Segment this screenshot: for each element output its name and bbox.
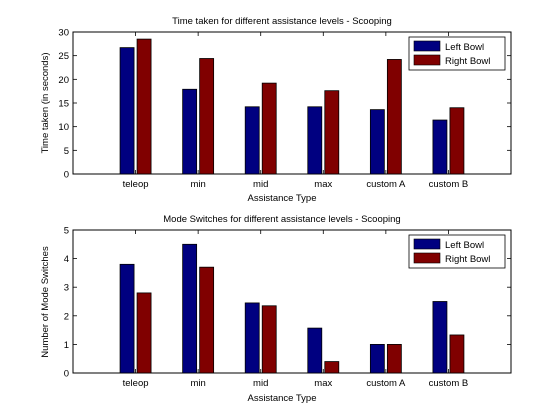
x-tick-label: max (314, 378, 332, 389)
bar-left-bowl-custom-a (369, 109, 385, 175)
y-axis-label: Number of Mode Switches (40, 246, 51, 358)
x-tick-label: teleop (123, 378, 149, 389)
bar-left-bowl-teleop (119, 263, 135, 374)
x-axis-label: Assistance Type (247, 193, 316, 204)
legend-label-left-bowl: Left Bowl (445, 42, 484, 53)
bar-right-bowl-custom-b (449, 334, 465, 374)
y-tick-label: 10 (58, 122, 69, 133)
bar-left-bowl-min (182, 88, 198, 175)
legend-swatch-right-bowl (413, 54, 441, 66)
bar-left-bowl-teleop (119, 47, 135, 175)
bar-left-bowl-custom-b (432, 119, 448, 175)
y-tick-label: 25 (58, 51, 69, 62)
y-tick-label: 20 (58, 75, 69, 86)
x-tick-label: min (190, 179, 205, 190)
legend-swatch-left-bowl (413, 40, 441, 52)
bar-right-bowl-custom-b (449, 107, 465, 175)
x-tick-label: max (314, 179, 332, 190)
bar-right-bowl-min (199, 266, 215, 374)
y-tick-label: 0 (64, 170, 69, 181)
bar-right-bowl-max (324, 361, 340, 374)
legend-swatch-right-bowl (413, 252, 441, 264)
legend-label-right-bowl: Right Bowl (445, 56, 490, 67)
y-tick-label: 4 (64, 254, 69, 265)
bar-left-bowl-max (307, 106, 323, 175)
x-tick-label: min (190, 378, 205, 389)
bar-right-bowl-teleop (136, 38, 152, 175)
x-tick-label: custom B (429, 179, 469, 190)
x-tick-label: custom A (366, 378, 406, 389)
x-tick-label: mid (253, 378, 268, 389)
x-tick-label: mid (253, 179, 268, 190)
legend-label-right-bowl: Right Bowl (445, 254, 490, 265)
bar-left-bowl-mid (244, 302, 260, 374)
bar-right-bowl-teleop (136, 292, 152, 374)
chart-title: Time taken for different assistance leve… (172, 16, 392, 27)
legend-label-left-bowl: Left Bowl (445, 240, 484, 251)
bar-left-bowl-custom-b (432, 301, 448, 374)
y-tick-label: 1 (64, 340, 69, 351)
legend: Left Bowl Right Bowl (408, 36, 506, 71)
x-tick-label: custom B (429, 378, 469, 389)
y-tick-label: 30 (58, 28, 69, 39)
y-tick-label: 2 (64, 311, 69, 322)
bar-right-bowl-min (199, 58, 215, 175)
bar-right-bowl-max (324, 90, 340, 175)
y-axis-label: Time taken (in seconds) (40, 52, 51, 153)
bar-left-bowl-mid (244, 106, 260, 175)
bar-right-bowl-custom-a (386, 343, 402, 374)
x-tick-label: teleop (123, 179, 149, 190)
y-tick-label: 5 (64, 226, 69, 237)
mode-switches-chart: Mode Switches for different assistance l… (40, 214, 512, 404)
bar-left-bowl-custom-a (369, 343, 385, 374)
bar-left-bowl-min (182, 243, 198, 374)
y-tick-label: 0 (64, 369, 69, 380)
legend: Left Bowl Right Bowl (408, 234, 506, 269)
bar-right-bowl-mid (261, 82, 277, 175)
y-tick-label: 3 (64, 283, 69, 294)
y-tick-label: 5 (64, 146, 69, 157)
chart-title: Mode Switches for different assistance l… (163, 214, 400, 225)
y-tick-label: 15 (58, 99, 69, 110)
x-tick-label: custom A (366, 179, 406, 190)
bar-left-bowl-max (307, 327, 323, 374)
x-axis-label: Assistance Type (247, 393, 316, 404)
bar-right-bowl-mid (261, 305, 277, 374)
time-taken-chart: Time taken for different assistance leve… (40, 16, 512, 204)
bar-right-bowl-custom-a (386, 59, 402, 175)
legend-swatch-left-bowl (413, 238, 441, 250)
